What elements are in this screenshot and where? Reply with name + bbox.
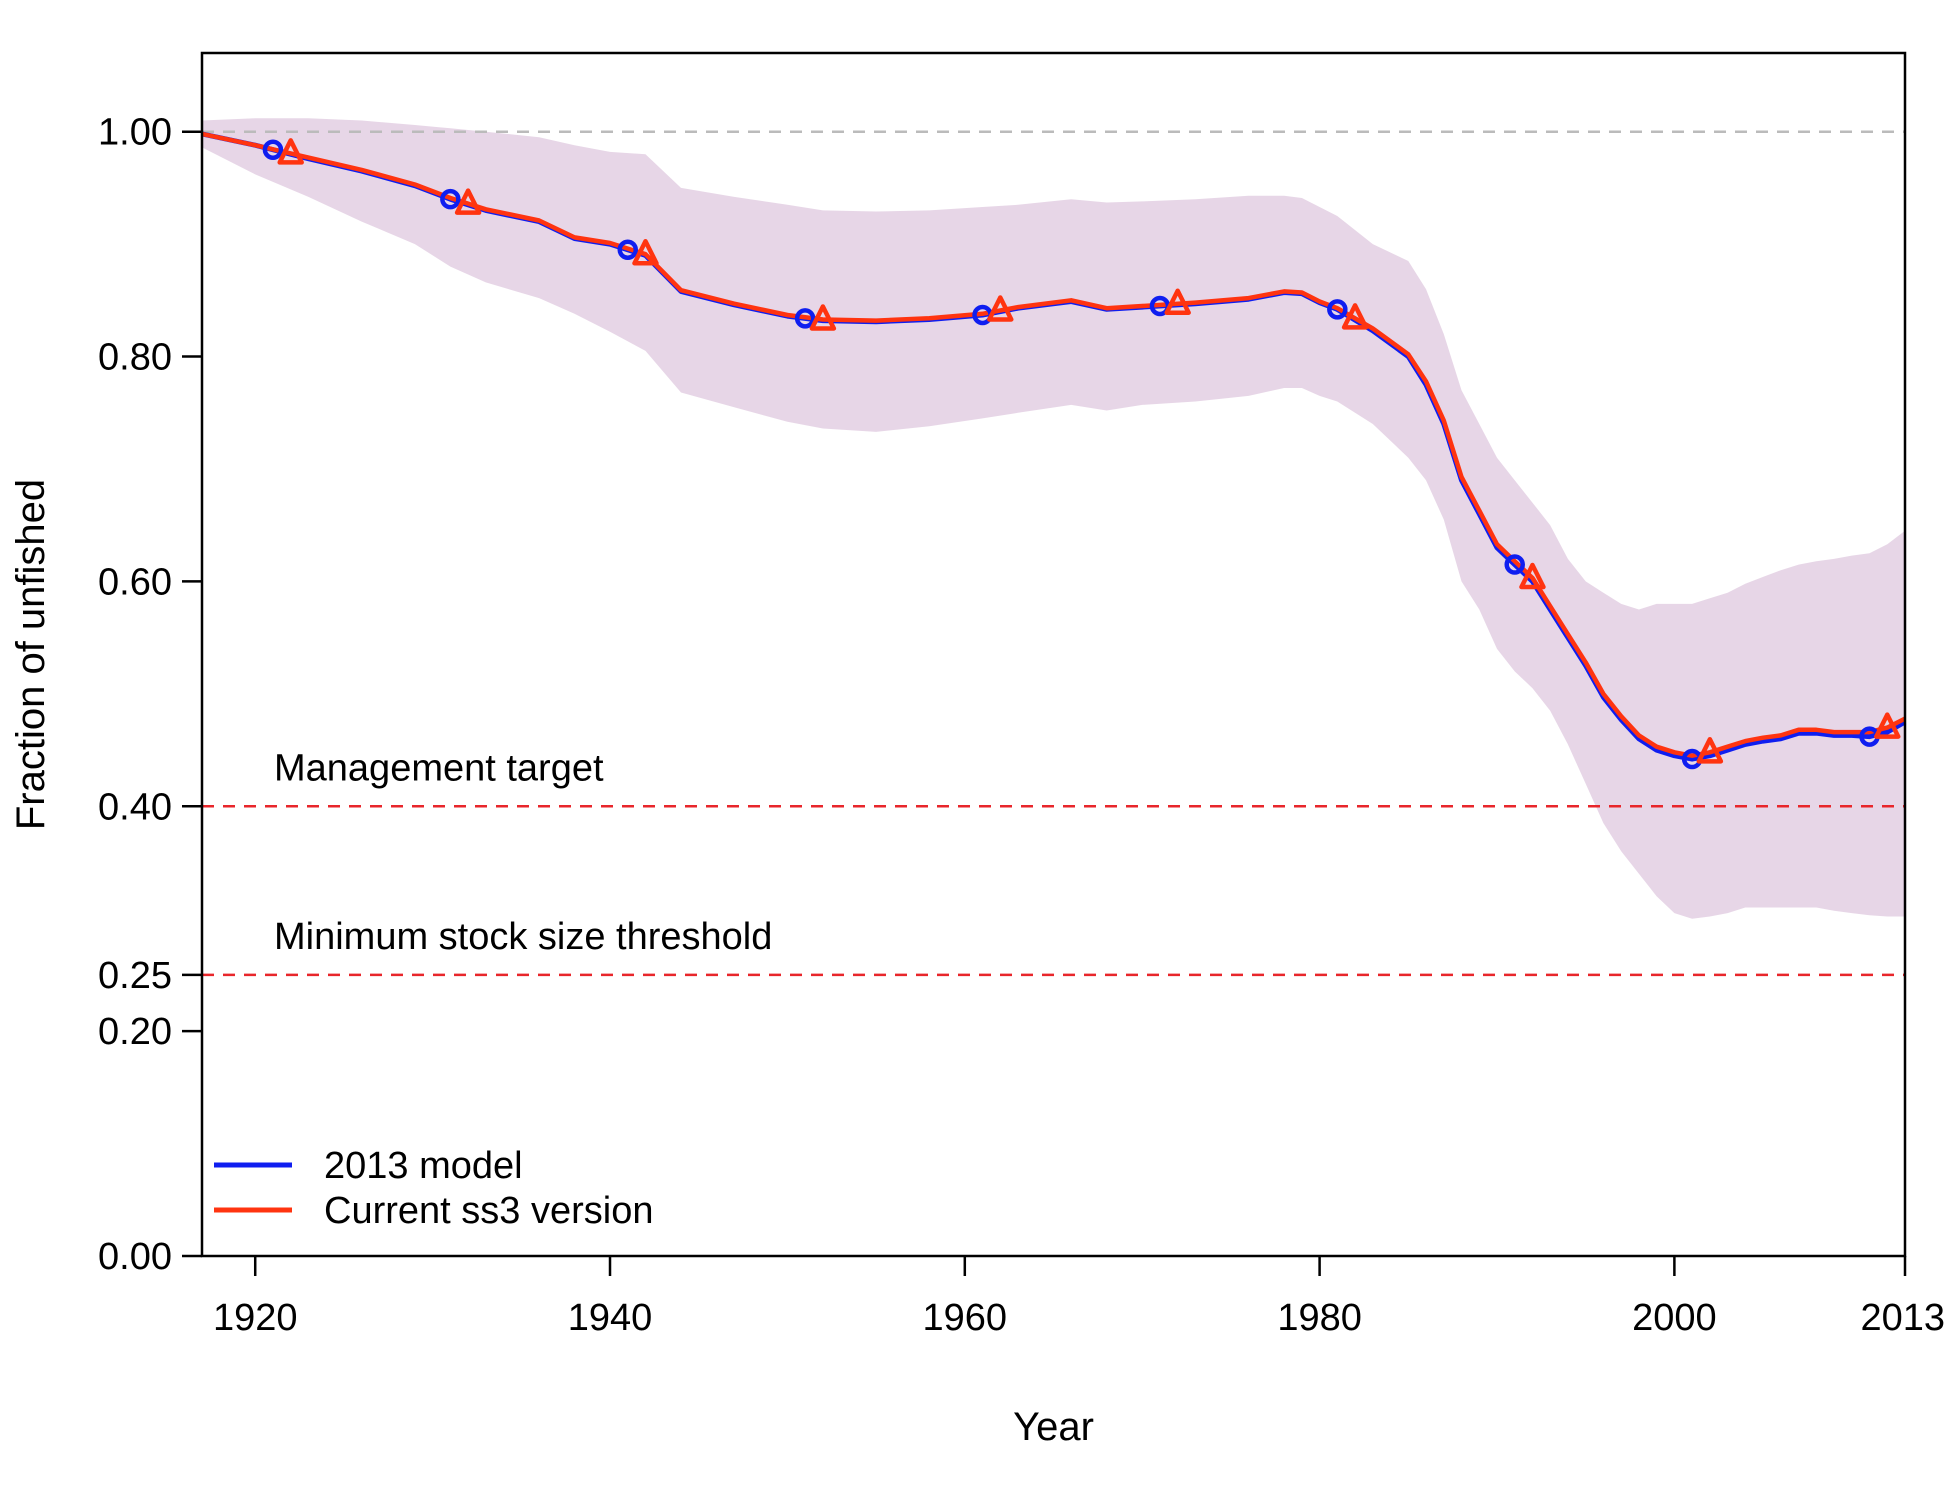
legend-label-2013-model: 2013 model: [324, 1145, 523, 1187]
markers-layer: [262, 138, 1901, 770]
legend-label-current-ss3: Current ss3 version: [324, 1190, 653, 1232]
marker-2013-model-6: [1327, 299, 1348, 320]
marker-current-ss3-8: [1696, 737, 1724, 764]
axes-layer: 1920 1940 1960 1980 2000 2013 0.00 0.20 0.25 0.40…: [98, 112, 1945, 1339]
marker-current-ss3-2: [632, 238, 659, 266]
marker-2013-model-2: [617, 239, 638, 261]
marker-current-ss3-5: [1164, 288, 1191, 315]
x-tick-label-1960: 1960: [923, 1297, 1008, 1339]
marker-current-ss3-0: [277, 138, 304, 165]
marker-2013-model-0: [262, 139, 284, 160]
reference-label-2: Minimum stock size threshold: [274, 916, 772, 958]
y-tick-label-0: 0.00: [98, 1236, 172, 1278]
marker-current-ss3-4: [987, 295, 1014, 322]
marker-current-ss3-9: [1874, 712, 1901, 739]
y-tick-label-1: 0.20: [98, 1011, 172, 1053]
reference-label-1: Management target: [274, 747, 604, 789]
confidence-band: [202, 118, 1905, 919]
confidence-band-layer: [202, 118, 1905, 919]
x-tick-label-2000: 2000: [1632, 1297, 1717, 1339]
y-tick-label-5: 0.80: [98, 337, 172, 379]
marker-current-ss3-1: [454, 188, 482, 215]
marker-2013-model-1: [440, 188, 461, 210]
legend: 2013 model Current ss3 version: [214, 1145, 653, 1232]
plot-frame: [200, 51, 1907, 1258]
y-axis-title: Fraction of unfished: [9, 479, 53, 830]
y-tick-label-4: 0.60: [98, 561, 172, 603]
series-layer: [201, 131, 1907, 762]
series-line-1: [201, 131, 1907, 758]
reference-lines-layer: Management target Minimum stock size thre…: [202, 130, 1905, 977]
marker-current-ss3-7: [1519, 562, 1546, 590]
y-tick-label-2: 0.25: [98, 955, 172, 997]
y-tick-label-3: 0.40: [98, 786, 172, 828]
marker-2013-model-7: [1504, 554, 1525, 575]
marker-current-ss3-6: [1341, 303, 1369, 330]
x-tick-label-2013: 2013: [1860, 1297, 1945, 1339]
x-tick-label-1940: 1940: [568, 1297, 653, 1339]
x-tick-label-1980: 1980: [1277, 1297, 1362, 1339]
y-tick-label-6: 1.00: [98, 112, 172, 154]
x-tick-label-1920: 1920: [213, 1297, 298, 1339]
x-axis-title: Year: [1013, 1405, 1094, 1449]
marker-2013-model-3: [794, 308, 816, 329]
marker-current-ss3-3: [809, 304, 837, 331]
